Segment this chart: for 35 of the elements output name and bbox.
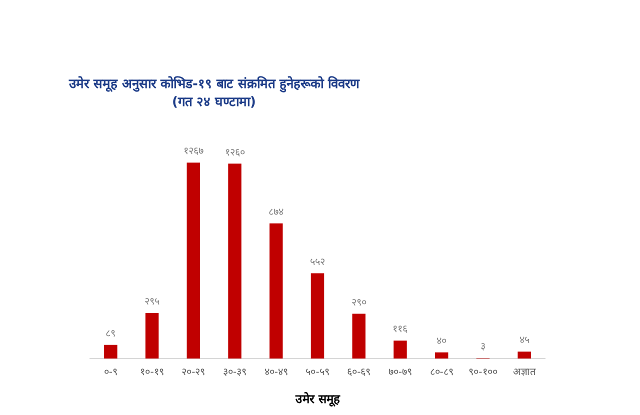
bar [228,164,242,359]
data-label: १२६७ [183,146,204,158]
data-label: ८७४ [268,206,284,218]
x-tick-label: २०-२९ [182,367,206,378]
bar [394,340,407,359]
bar [186,162,200,359]
bar [310,273,324,359]
chart-subtitle: (गत २४ घण्टामा) [171,94,257,112]
data-label: २९५ [144,296,160,308]
bar [145,312,159,359]
x-tick-label: ८०-८९ [430,367,454,378]
x-axis-title: उमेर समूह [294,392,341,407]
x-tick-label: ०-९ [104,367,118,378]
bar [434,352,448,359]
data-label: ४० [436,336,447,348]
chart-title: उमेर समूह अनुसार कोभिड-१९ बाट संक्रमित हुनेहरूको विवरण [68,76,361,94]
data-label: ३ [480,342,486,353]
x-tick-label: अज्ञात [512,367,536,378]
data-label: ८९ [106,328,116,340]
x-tick-label: ६०-६९ [347,367,371,378]
x-tick-label: ३०-३९ [222,367,247,378]
data-label: १२६० [224,147,245,158]
data-label: ४५ [519,335,530,346]
data-label: २९० [351,297,366,308]
data-label: ५५२ [310,256,325,268]
bar [352,314,366,359]
x-tick-label: १०-१९ [140,367,164,378]
bar [104,344,118,359]
data-label: ११६ [392,324,408,336]
bar [518,352,531,359]
bar [270,223,283,359]
x-tick-label: ४०-४९ [264,367,288,378]
x-tick-label: ७०-७९ [388,367,412,378]
x-tick-label: ९०-१०० [468,367,498,378]
x-tick-label: ५०-५९ [306,367,330,378]
